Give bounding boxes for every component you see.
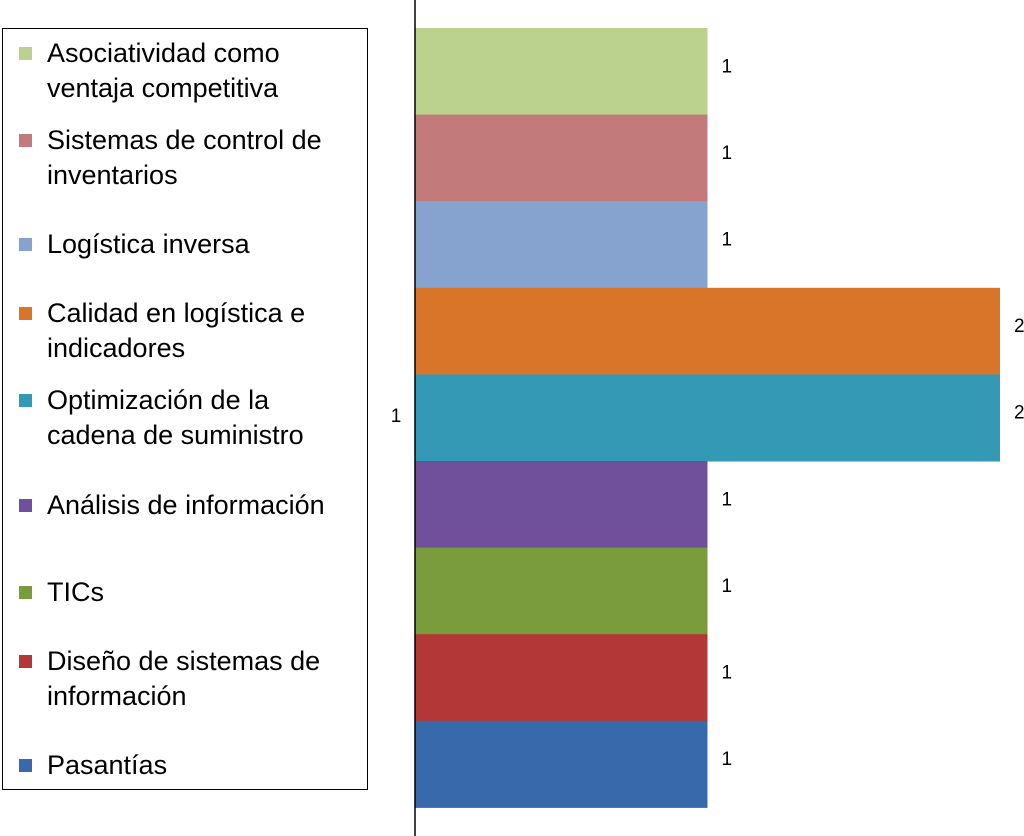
legend-item-8: Diseño de sistemas de información [19, 644, 364, 714]
legend-swatch-3 [19, 237, 32, 251]
bar-2 [415, 114, 708, 202]
legend-item-5: Optimización de la cadena de suministro [19, 383, 364, 453]
legend-swatch-9 [19, 758, 32, 772]
bars-group [415, 28, 1000, 808]
legend-label-6: Análisis de información [47, 489, 325, 520]
legend-label-5: Optimización de la cadena de suministro [47, 385, 304, 450]
legend-item-1: Asociatividad como ventaja competitiva [19, 36, 364, 106]
legend: Asociatividad como ventaja competitiva Si… [2, 28, 368, 790]
bar-8 [415, 634, 708, 722]
bar-value-label-5: 2 [1014, 403, 1024, 424]
legend-swatch-6 [19, 498, 32, 512]
bar-5 [415, 374, 1000, 462]
legend-item-9: Pasantías [19, 748, 364, 783]
legend-swatch-8 [19, 655, 32, 668]
category-axis-tick-label: 1 [391, 406, 402, 427]
bar-value-label-8: 1 [722, 663, 733, 684]
bar-value-label-7: 1 [722, 576, 733, 597]
legend-item-3: Logística inversa [19, 227, 364, 262]
bar-3 [415, 201, 708, 289]
bar-value-label-6: 1 [722, 489, 733, 510]
legend-swatch-2 [19, 134, 32, 147]
legend-swatch-5 [19, 394, 32, 407]
legend-label-7: TICs [47, 576, 104, 607]
legend-label-8: Diseño de sistemas de información [47, 646, 321, 711]
bar-value-label-2: 1 [722, 143, 733, 164]
legend-label-3: Logística inversa [47, 228, 250, 259]
legend-label-9: Pasantías [47, 749, 168, 780]
bar-value-label-3: 1 [722, 230, 733, 251]
bar-1 [415, 28, 708, 116]
legend-item-2: Sistemas de control de inventarios [19, 123, 364, 193]
bar-9 [415, 720, 708, 808]
legend-label-4: Calidad en logística e indicadores [47, 298, 306, 363]
value-labels-group: 1 1 1 2 2 1 1 1 1 [722, 56, 1024, 770]
legend-label-1: Asociatividad como ventaja competitiva [47, 38, 280, 103]
legend-item-6: Análisis de información [19, 488, 364, 523]
legend-label-2: Sistemas de control de inventarios [47, 125, 322, 190]
bar-6 [415, 461, 708, 549]
bar-4 [415, 287, 1000, 375]
legend-item-4: Calidad en logística e indicadores [19, 296, 364, 366]
legend-swatch-7 [19, 585, 32, 599]
bar-value-label-1: 1 [722, 56, 733, 77]
bar-7 [415, 547, 708, 635]
bar-value-label-9: 1 [722, 749, 733, 770]
legend-swatch-1 [19, 47, 32, 60]
legend-item-7: TICs [19, 575, 364, 610]
legend-swatch-4 [19, 307, 32, 320]
bar-value-label-4: 2 [1014, 316, 1024, 337]
